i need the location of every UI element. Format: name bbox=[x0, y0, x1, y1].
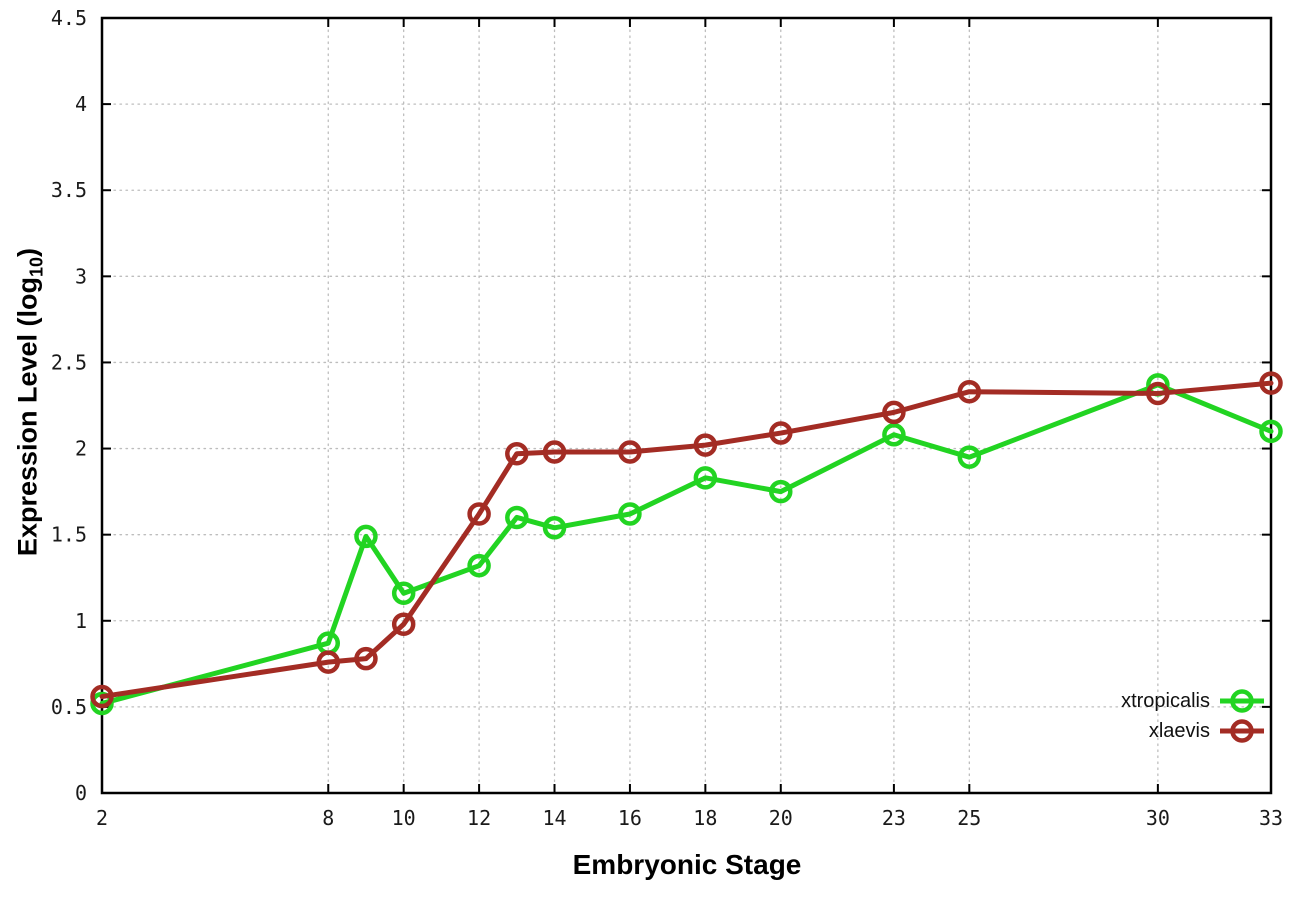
y-tick-label: 2.5 bbox=[51, 350, 87, 374]
y-tick-label: 4.5 bbox=[51, 6, 87, 30]
data-point-xtropicalis bbox=[957, 445, 982, 469]
data-point-xlaevis bbox=[618, 440, 642, 464]
legend-line-marker-icon bbox=[1220, 689, 1264, 713]
legend-item-xtropicalis: xtropicalis bbox=[1121, 687, 1266, 715]
data-point-xlaevis bbox=[693, 433, 718, 457]
y-tick-label: 4 bbox=[75, 92, 87, 116]
y-tick-label: 1 bbox=[75, 609, 87, 633]
x-tick-label: 30 bbox=[1146, 806, 1170, 830]
x-tick-label: 33 bbox=[1259, 806, 1283, 830]
legend-label: xlaevis bbox=[1148, 720, 1210, 742]
data-point-xtropicalis bbox=[769, 479, 793, 504]
y-axis-title-subscript: 10 bbox=[26, 256, 47, 277]
data-point-xtropicalis bbox=[542, 516, 567, 540]
data-point-xlaevis bbox=[90, 684, 114, 709]
x-tick-label: 14 bbox=[542, 806, 566, 830]
data-point-xlaevis bbox=[316, 650, 341, 674]
data-point-xlaevis bbox=[354, 646, 378, 671]
legend-line-marker-icon bbox=[1220, 719, 1264, 743]
legend-item-xlaevis: xlaevis bbox=[1121, 717, 1266, 745]
y-axis-title: Expression Level (log10) bbox=[12, 248, 47, 556]
x-tick-label: 8 bbox=[322, 806, 334, 830]
y-tick-label: 2 bbox=[75, 437, 87, 461]
y-tick-label: 3.5 bbox=[51, 178, 87, 202]
data-point-xtropicalis bbox=[693, 466, 718, 490]
data-point-xtropicalis bbox=[354, 524, 378, 549]
data-point-xlaevis bbox=[505, 441, 529, 466]
data-point-xtropicalis bbox=[618, 502, 642, 526]
data-point-xtropicalis bbox=[391, 581, 416, 605]
data-point-xtropicalis bbox=[1259, 419, 1283, 444]
data-point-xlaevis bbox=[1146, 381, 1170, 406]
y-tick-label: 3 bbox=[75, 264, 87, 288]
data-point-xlaevis bbox=[882, 400, 906, 425]
data-point-xtropicalis bbox=[505, 505, 529, 530]
x-tick-label: 12 bbox=[467, 806, 491, 830]
data-point-xlaevis bbox=[769, 421, 793, 445]
data-point-xlaevis bbox=[1259, 371, 1283, 395]
series-line-xtropicalis bbox=[99, 382, 1274, 706]
data-point-xlaevis bbox=[467, 502, 491, 526]
data-point-xlaevis bbox=[391, 612, 416, 636]
y-tick-label: 0 bbox=[75, 781, 87, 805]
y-axis-title-main: Expression Level (log bbox=[12, 276, 43, 557]
y-tick-label: 1.5 bbox=[51, 523, 87, 547]
x-tick-label: 2 bbox=[96, 806, 108, 830]
y-tick-label: 0.5 bbox=[51, 695, 87, 719]
x-tick-label: 20 bbox=[769, 806, 793, 830]
x-tick-label: 23 bbox=[882, 806, 906, 830]
x-tick-label: 18 bbox=[693, 806, 717, 830]
x-tick-label: 10 bbox=[392, 806, 416, 830]
data-point-xlaevis bbox=[957, 379, 982, 404]
data-point-xtropicalis bbox=[467, 553, 491, 578]
data-point-xlaevis bbox=[542, 440, 567, 464]
x-axis-title: Embryonic Stage bbox=[572, 849, 802, 880]
data-point-xtropicalis bbox=[882, 423, 906, 447]
series-line-xlaevis bbox=[99, 380, 1274, 700]
plot-border bbox=[100, 16, 1273, 795]
legend: xtropicalis xlaevis bbox=[1121, 687, 1266, 745]
x-tick-label: 16 bbox=[618, 806, 642, 830]
x-tick-label: 25 bbox=[957, 806, 981, 830]
legend-label: xtropicalis bbox=[1121, 690, 1210, 712]
y-axis-title-close: ) bbox=[12, 247, 43, 257]
